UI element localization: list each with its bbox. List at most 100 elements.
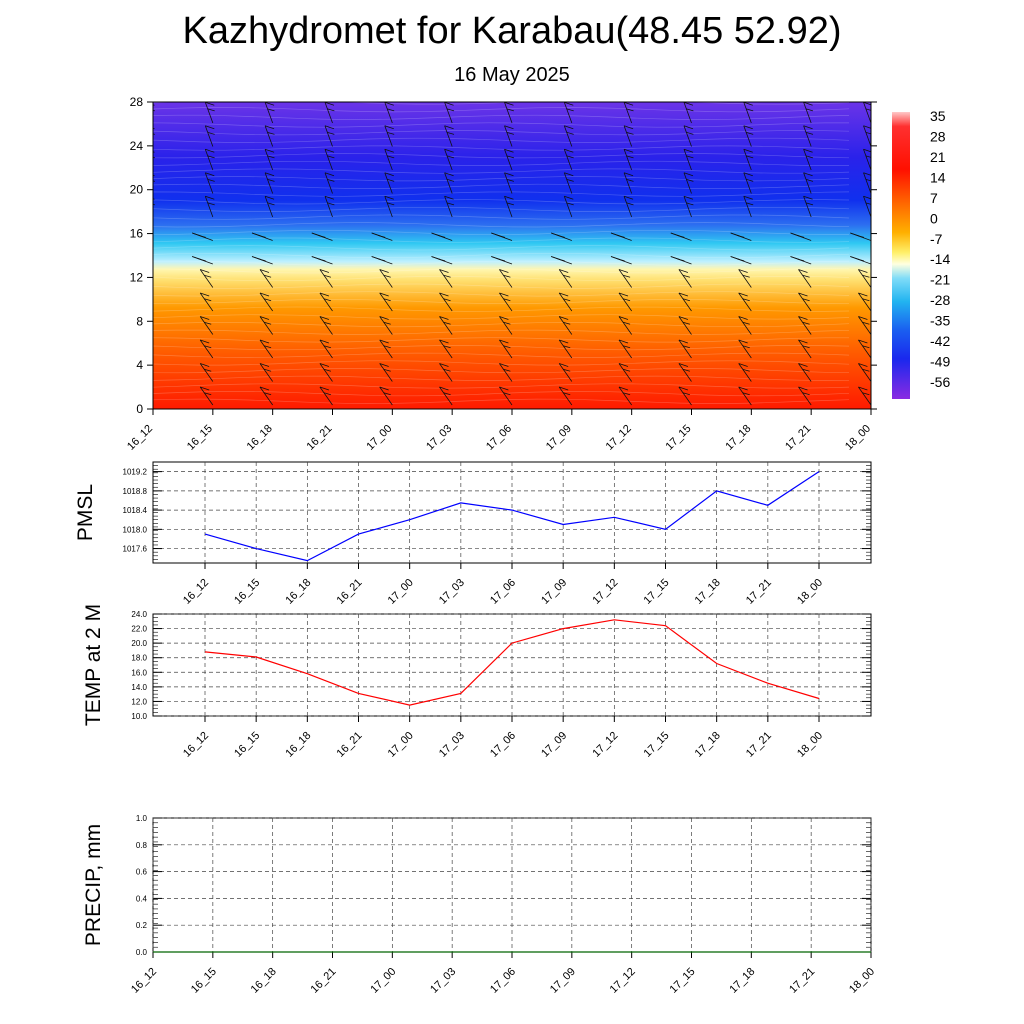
wind-barb-feather [858,339,868,344]
wind-barb-feather [626,132,634,135]
x-tick-label: 17_18 [723,423,753,453]
x-tick-label: 17_00 [386,730,416,760]
y-tick-label: 16 [130,227,144,241]
wind-barb-feather [863,195,871,200]
wind-barb-feather [319,339,330,344]
wind-barb [563,196,573,218]
wind-barb [504,196,513,218]
chart-subtitle: 16 May 2025 [454,64,570,86]
wind-barb-feather [865,202,871,205]
wind-barb-feather [443,321,451,325]
pmsl-panel: 1017.6 1018.0 1018.4 1018.8 1019.2 16_12 16_15… [74,461,872,607]
wind-barb-feather [327,202,335,206]
wind-barb [803,125,812,147]
wind-barb [618,386,632,406]
wind-barb-feather [617,235,625,238]
colorbar-label: -35 [930,313,950,329]
wind-barb-feather [796,235,805,238]
wind-barb-feather [618,363,629,367]
wind-barb [738,363,752,382]
wind-barb-feather [865,132,871,135]
wind-barb [153,215,154,217]
wind-barb-feather [153,133,156,135]
wind-barb-feather [802,392,810,396]
wind-barb-feather [802,274,810,278]
wind-barb-feather [564,148,574,153]
x-tick-label: 17_00 [364,423,394,453]
wind-barb [798,363,812,382]
wind-barb [743,125,752,147]
wind-barb [623,102,633,124]
contour-line [153,199,850,205]
wind-barb [683,196,692,218]
temp-panel: 10.0 12.0 14.0 16.0 18.0 20.0 22.0 24.0 16_12 16_… [82,604,872,760]
wind-barb [798,292,812,312]
contour-line [153,114,850,120]
wind-barb-feather [559,292,569,297]
wind-barb-feather [677,235,685,238]
wind-barb-feather [443,298,451,302]
wind-barb [324,172,333,194]
wind-barb-feather [622,298,631,302]
wind-barb [683,149,692,171]
y-tick-label: 0.2 [136,921,148,930]
wind-barb-feather [200,339,210,344]
wind-barb-feather [443,274,451,278]
wind-barb-feather [623,172,634,177]
wind-barb-feather [564,172,574,177]
wind-barb-feather [207,179,215,182]
contour-line [153,237,850,243]
wind-barb [259,339,273,359]
wind-barb [199,316,214,335]
wind-barb-feather [798,386,808,391]
wind-barb-feather [805,155,814,159]
wind-barb-feather [677,258,685,262]
colorbar-label: -7 [930,231,943,247]
y-tick-label: 1018.4 [123,506,148,515]
wind-barb [803,172,812,194]
wind-barb [558,339,573,359]
wind-barb-feather [327,155,335,159]
wind-barb-feather [319,316,330,320]
wind-barb-feather [678,292,689,297]
contour-line [153,122,849,128]
wind-barb [504,149,513,171]
wind-barb-feather [319,292,330,297]
wind-barb-feather [503,274,511,278]
x-tick-label: 17_09 [548,966,578,996]
x-tick-label: 16_18 [283,730,313,760]
wind-barb [803,196,812,218]
wind-barb-feather [796,258,805,262]
y-tick-label: 28 [130,95,144,109]
contour-line [153,345,850,351]
wind-barb-feather [444,195,454,200]
wind-barb-feather [503,392,511,396]
wind-barb-feather [802,345,810,349]
wind-barb [678,316,692,335]
wind-barb-feather [379,363,389,367]
wind-barb [738,292,752,312]
wind-barb-feather [132,257,141,260]
wind-barb-feather [865,155,871,158]
wind-barb [558,292,573,312]
contour-line [153,191,850,197]
contour-line [153,130,850,136]
wind-barb-feather [319,269,330,273]
y-tick-label: 0.0 [136,948,148,957]
wind-barb-feather [504,125,514,130]
wind-barb [558,269,573,288]
wind-barb [439,316,453,335]
wind-barb [444,102,453,124]
y-tick-label: 1018.0 [123,525,148,534]
wind-barb-feather [563,321,571,325]
wind-barb [259,386,273,406]
contour-line [153,322,850,328]
wind-barb-feather [207,108,215,112]
x-tick-label: 17_18 [693,577,723,607]
wind-barb [379,339,393,359]
wind-barb-feather [805,132,814,135]
y-tick-label: 16.0 [131,668,147,677]
x-tick-label: 16_15 [232,577,262,607]
wind-barb-feather [678,269,689,273]
x-tick-label: 16_21 [305,423,335,453]
